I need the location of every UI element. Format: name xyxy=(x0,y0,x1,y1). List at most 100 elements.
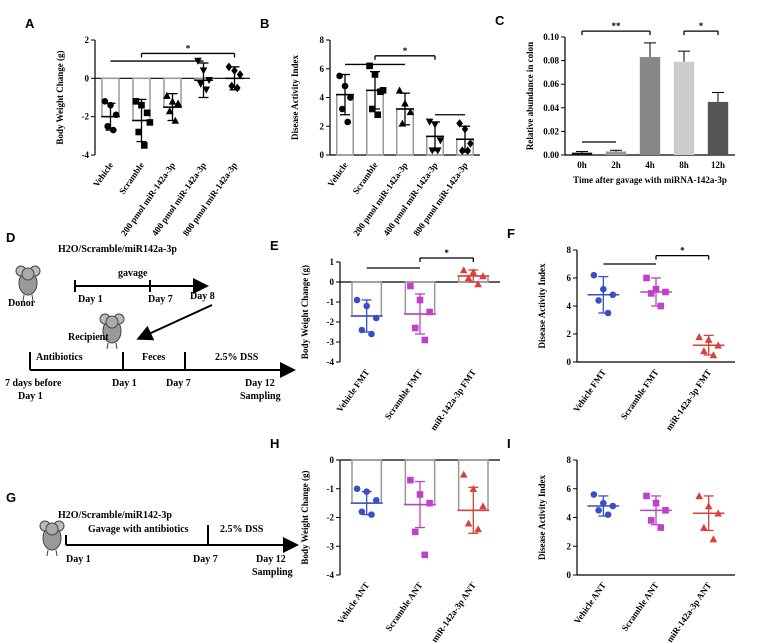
x-axis-label: Time after gavage with miRNA-142a-3p xyxy=(573,175,727,185)
point xyxy=(336,72,343,80)
x-tick-label: Vehicle FMT xyxy=(571,367,608,414)
diagram-d: D H2O/Scramble/miR142a-3p Donor gavage D… xyxy=(5,230,296,402)
y-tick-label: 6 xyxy=(567,484,572,494)
point xyxy=(474,280,482,288)
y-tick-label: 6 xyxy=(567,273,572,283)
point xyxy=(464,274,473,282)
x-tick-label: 200 pmol miR-142a-3p xyxy=(351,160,409,237)
time-label: Day 12 xyxy=(256,554,286,565)
recipient-label: Recipient xyxy=(68,332,109,343)
panel-label: A xyxy=(25,16,35,31)
y-tick-label: 0 xyxy=(320,150,325,160)
point xyxy=(595,297,602,304)
panel-label: E xyxy=(270,238,279,253)
point xyxy=(426,499,433,507)
time-label: Day 7 xyxy=(166,378,191,389)
x-tick-label: 800 pmol miR-142a-3p xyxy=(181,160,239,237)
y-tick-label: 2 xyxy=(320,121,325,131)
day-label: Day 7 xyxy=(148,294,173,305)
point xyxy=(411,324,419,332)
x-tick-label: 2h xyxy=(611,160,621,170)
y-tick-label: -2 xyxy=(327,317,335,327)
y-tick-label: -4 xyxy=(327,357,335,367)
point xyxy=(407,476,414,484)
y-tick-label: 0 xyxy=(330,455,335,465)
y-tick-label: 8 xyxy=(320,35,325,45)
y-tick-label: 4 xyxy=(320,93,325,103)
point xyxy=(456,119,463,128)
x-tick-label: 800 pmol miR-142a-3p xyxy=(411,160,469,237)
x-tick-label: 8h xyxy=(679,160,689,170)
point xyxy=(407,282,414,290)
y-tick-label: 2 xyxy=(567,541,572,551)
panel-label: I xyxy=(507,436,511,451)
point xyxy=(358,508,366,516)
point xyxy=(647,290,655,297)
y-tick-label: 8 xyxy=(567,455,572,465)
point xyxy=(395,86,404,94)
point xyxy=(425,118,434,126)
point xyxy=(459,146,466,155)
point xyxy=(339,105,346,113)
y-tick-label: 8 xyxy=(567,245,572,255)
phase: Antibiotics xyxy=(36,352,83,363)
bar xyxy=(571,152,593,155)
y-tick-label: 0 xyxy=(85,73,90,83)
point xyxy=(135,128,143,136)
point xyxy=(143,109,151,117)
time-label: Sampling xyxy=(240,391,281,402)
point xyxy=(372,496,380,504)
x-tick-label: 0h xyxy=(577,160,587,170)
point xyxy=(459,470,468,478)
x-tick-label: Scramble ANT xyxy=(384,580,425,633)
point xyxy=(202,86,211,94)
treatment: H2O/Scramble/miR142-3p xyxy=(58,510,172,521)
y-tick-label: -3 xyxy=(327,337,335,347)
day-label: Day 1 xyxy=(78,294,103,305)
donor-label: Donor xyxy=(8,298,36,309)
x-tick-label: miR-142a-3p ANT xyxy=(665,580,714,644)
point xyxy=(657,524,665,531)
y-tick-label: 0 xyxy=(567,570,572,580)
x-tick-label: miR-142a-3p ANT xyxy=(429,580,478,644)
donor-mouse xyxy=(15,265,41,302)
point xyxy=(196,80,205,88)
point xyxy=(467,139,474,148)
point xyxy=(421,551,429,559)
point xyxy=(174,99,182,107)
y-tick-label: -1 xyxy=(327,297,335,307)
time-label: 7 days before xyxy=(5,378,62,389)
point xyxy=(236,70,244,79)
y-tick-label: 4 xyxy=(567,301,572,311)
y-axis-label: Disease Activity Index xyxy=(537,263,547,348)
point xyxy=(163,91,171,99)
y-tick-label: 1 xyxy=(330,257,335,267)
phase: 2.5% DSS xyxy=(215,352,259,363)
phase: Gavage with antibiotics xyxy=(88,524,189,535)
y-tick-label: 0.08 xyxy=(543,56,559,66)
y-axis-label: Body Weight Change (g) xyxy=(300,265,310,359)
point xyxy=(464,146,471,155)
x-tick-label: Scramble xyxy=(117,160,146,196)
y-tick-label: 0.10 xyxy=(543,32,559,42)
y-tick-label: 2 xyxy=(85,35,90,45)
panel-label: B xyxy=(260,16,269,31)
x-tick-label: Vehicle ANT xyxy=(335,580,371,625)
bar xyxy=(605,151,627,155)
point xyxy=(604,511,612,518)
x-tick-label: Vehicle FMT xyxy=(334,367,371,414)
x-tick-label: 12h xyxy=(711,160,725,170)
y-tick-label: 6 xyxy=(320,64,325,74)
point xyxy=(225,62,233,72)
x-tick-label: 400 pmol miR-142a-3p xyxy=(150,160,208,237)
significance: * xyxy=(403,46,408,56)
y-axis-label: Disease Activity Index xyxy=(537,475,547,560)
x-tick-label: Scramble FMT xyxy=(619,367,661,421)
y-tick-label: -2 xyxy=(327,513,335,523)
point xyxy=(459,266,468,274)
point xyxy=(647,517,655,524)
point xyxy=(374,111,381,119)
point xyxy=(411,528,419,536)
x-tick-label: Scramble FMT xyxy=(383,367,425,421)
point xyxy=(479,502,487,510)
